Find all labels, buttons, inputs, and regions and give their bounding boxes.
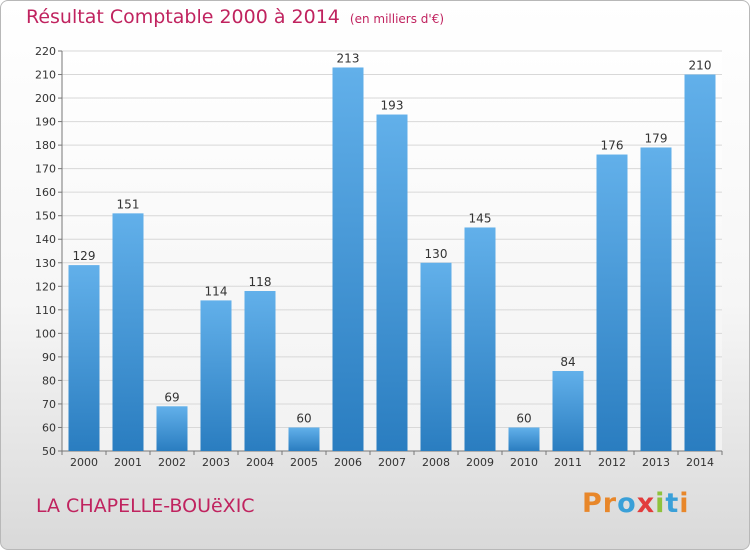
bar: [244, 291, 276, 451]
logo-letter: x: [636, 488, 656, 519]
logo-letter: o: [617, 488, 637, 519]
bar: [464, 227, 496, 451]
x-tick-label: 2009: [466, 456, 494, 469]
data-label: 130: [425, 247, 448, 261]
y-tick-label: 150: [35, 210, 56, 223]
y-tick-label: 60: [42, 421, 56, 434]
y-tick-label: 160: [35, 186, 56, 199]
bar: [288, 427, 320, 451]
x-tick-label: 2007: [378, 456, 406, 469]
y-tick-label: 90: [42, 351, 56, 364]
chart-title: Résultat Comptable 2000 à 2014 (en millie…: [26, 6, 444, 28]
x-tick-label: 2014: [686, 456, 714, 469]
x-tick-label: 2000: [70, 456, 98, 469]
bar: [640, 147, 672, 451]
bar: [684, 74, 716, 451]
data-label: 60: [296, 411, 311, 425]
x-tick-label: 2011: [554, 456, 582, 469]
logo-letter: P: [582, 488, 603, 519]
data-label: 151: [117, 197, 140, 211]
proxiti-logo: Proxiti: [582, 488, 690, 519]
y-tick-label: 70: [42, 398, 56, 411]
x-tick-label: 2013: [642, 456, 670, 469]
y-tick-label: 80: [42, 374, 56, 387]
y-tick-label: 120: [35, 280, 56, 293]
data-label: 118: [249, 275, 272, 289]
x-tick-label: 2008: [422, 456, 450, 469]
x-tick-label: 2010: [510, 456, 538, 469]
bar: [68, 265, 100, 451]
y-tick-label: 180: [35, 139, 56, 152]
bar: [508, 427, 540, 451]
bar: [420, 262, 452, 451]
logo-letter: r: [602, 488, 618, 519]
y-tick-label: 140: [35, 233, 56, 246]
data-label: 179: [645, 131, 668, 145]
y-tick-label: 170: [35, 163, 56, 176]
x-tick-label: 2001: [114, 456, 142, 469]
unit-label: (en milliers d'€): [349, 12, 445, 26]
data-label: 60: [516, 411, 531, 425]
data-label: 129: [73, 249, 96, 263]
y-tick-label: 190: [35, 116, 56, 129]
logo-letter: i: [679, 488, 690, 519]
y-tick-label: 210: [35, 69, 56, 82]
x-tick-label: 2004: [246, 456, 274, 469]
data-label: 176: [601, 139, 624, 153]
bar: [200, 300, 232, 451]
data-label: 145: [469, 211, 492, 225]
data-label: 193: [381, 99, 404, 113]
y-tick-label: 130: [35, 257, 56, 270]
logo-letter: i: [655, 488, 666, 519]
data-label: 213: [337, 51, 360, 65]
x-tick-label: 2003: [202, 456, 230, 469]
x-tick-label: 2012: [598, 456, 626, 469]
bar: [552, 371, 584, 451]
logo-letter: t: [665, 488, 680, 519]
bar: [596, 154, 628, 451]
y-tick-label: 100: [35, 327, 56, 340]
bar: [156, 406, 188, 451]
y-tick-label: 110: [35, 304, 56, 317]
y-tick-label: 50: [42, 445, 56, 458]
x-tick-label: 2006: [334, 456, 362, 469]
bar: [376, 114, 408, 451]
data-label: 114: [205, 284, 228, 298]
bar: [332, 67, 364, 452]
title-text: Résultat Comptable 2000 à 2014: [26, 6, 340, 28]
data-label: 84: [560, 355, 575, 369]
y-tick-label: 220: [35, 45, 56, 58]
y-tick-label: 200: [35, 92, 56, 105]
commune-name: LA CHAPELLE-BOUëXIC: [36, 495, 255, 517]
bars: [68, 67, 716, 452]
x-tick-label: 2005: [290, 456, 318, 469]
data-label: 69: [164, 390, 179, 404]
bar: [112, 213, 144, 451]
data-label: 210: [689, 59, 712, 73]
x-tick-label: 2002: [158, 456, 186, 469]
data-labels: 129 151 69 114 118 60 213 193 130 145 60 84 176 179 21…: [73, 51, 712, 425]
